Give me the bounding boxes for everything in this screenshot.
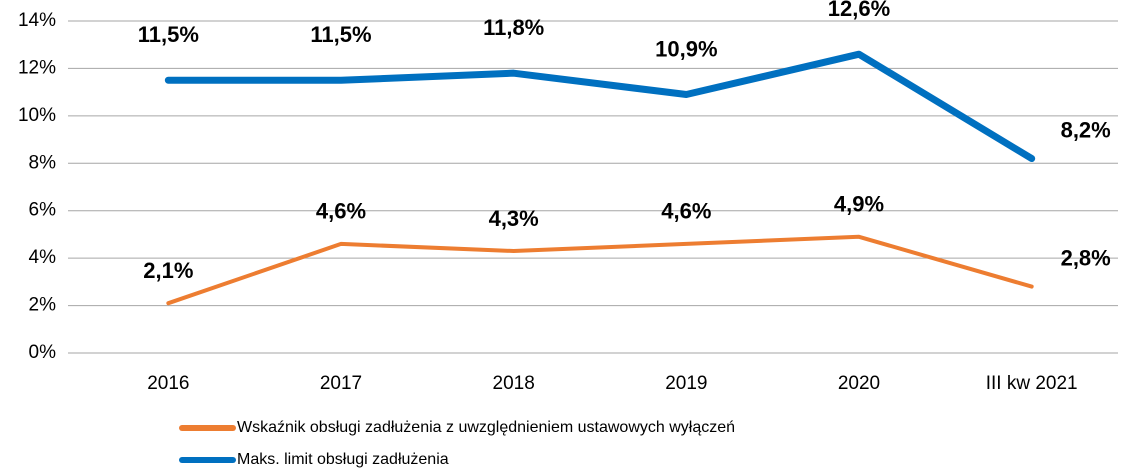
- data-label: 4,6%: [316, 199, 366, 224]
- x-tick-label: 2018: [493, 373, 535, 394]
- legend-label: Maks. limit obsługi zadłużenia: [237, 451, 449, 468]
- legend-label: Wskaźnik obsługi zadłużenia z uwzględnie…: [237, 419, 735, 436]
- y-tick-label: 14%: [18, 10, 56, 31]
- x-tick-label: 2017: [320, 373, 362, 394]
- data-label: 4,6%: [661, 199, 711, 224]
- y-tick-label: 10%: [18, 105, 56, 126]
- line: [164, 50, 1036, 163]
- y-tick-label: 12%: [18, 57, 56, 78]
- y-tick-label: 2%: [29, 295, 57, 316]
- data-label: 8,2%: [1061, 117, 1111, 142]
- y-tick-label: 4%: [29, 247, 57, 268]
- data-label: 11,5%: [138, 22, 199, 47]
- y-tick-label: 8%: [29, 152, 57, 173]
- y-tick-label: 6%: [29, 200, 57, 221]
- data-label: 2,1%: [143, 258, 193, 283]
- data-label: 4,9%: [834, 192, 884, 217]
- x-tick-label: 2019: [665, 373, 707, 394]
- data-label: 12,6%: [828, 0, 890, 21]
- y-tick-label: 0%: [29, 342, 57, 363]
- data-label: 4,3%: [489, 206, 539, 231]
- x-tick-label: 2020: [838, 373, 880, 394]
- data-label: 11,5%: [310, 22, 371, 47]
- data-label: 2,8%: [1061, 245, 1111, 270]
- data-label: 10,9%: [655, 36, 717, 61]
- x-tick-label: 2016: [147, 373, 189, 394]
- data-label: 11,8%: [483, 15, 544, 40]
- line: [166, 234, 1034, 306]
- x-tick-label: III kw 2021: [986, 373, 1078, 394]
